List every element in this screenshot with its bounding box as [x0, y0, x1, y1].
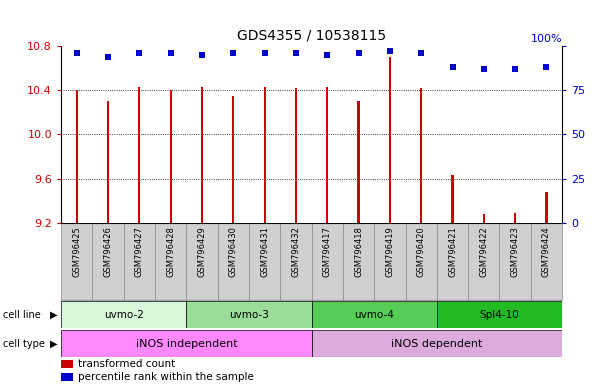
- Bar: [249, 223, 280, 300]
- Text: GSM796430: GSM796430: [229, 227, 238, 277]
- Point: [510, 66, 520, 72]
- Text: GSM796417: GSM796417: [323, 227, 332, 277]
- Text: ▶: ▶: [50, 339, 57, 349]
- Text: ▶: ▶: [50, 310, 57, 320]
- Text: GSM796429: GSM796429: [197, 227, 207, 277]
- Bar: [201, 87, 203, 223]
- Text: uvmo-3: uvmo-3: [229, 310, 269, 320]
- Point: [291, 50, 301, 56]
- Text: cell line: cell line: [3, 310, 41, 320]
- Bar: [546, 192, 547, 223]
- Bar: [107, 101, 109, 223]
- Point: [354, 50, 364, 56]
- Title: GDS4355 / 10538115: GDS4355 / 10538115: [237, 28, 386, 42]
- Point: [72, 50, 82, 56]
- Bar: [170, 90, 172, 223]
- Bar: [280, 223, 312, 300]
- Bar: [61, 373, 73, 381]
- Bar: [61, 223, 92, 300]
- Point: [229, 50, 238, 56]
- Text: Spl4-10: Spl4-10: [480, 310, 519, 320]
- Bar: [312, 330, 562, 357]
- Text: uvmo-4: uvmo-4: [354, 310, 394, 320]
- Bar: [389, 57, 391, 223]
- Bar: [186, 301, 312, 328]
- Point: [103, 54, 113, 60]
- Bar: [452, 175, 453, 223]
- Point: [541, 64, 551, 70]
- Point: [197, 52, 207, 58]
- Bar: [76, 90, 78, 223]
- Text: GSM796428: GSM796428: [166, 227, 175, 277]
- Text: iNOS dependent: iNOS dependent: [391, 339, 483, 349]
- Bar: [468, 223, 500, 300]
- Text: GSM796426: GSM796426: [104, 227, 112, 277]
- Text: GSM796423: GSM796423: [511, 227, 519, 277]
- Bar: [326, 87, 328, 223]
- Bar: [186, 223, 218, 300]
- Text: GSM796419: GSM796419: [386, 227, 394, 277]
- Point: [323, 52, 332, 58]
- Bar: [514, 213, 516, 223]
- Text: GSM796427: GSM796427: [135, 227, 144, 277]
- Bar: [218, 223, 249, 300]
- Text: GSM796421: GSM796421: [448, 227, 457, 277]
- Bar: [312, 223, 343, 300]
- Text: GSM796425: GSM796425: [72, 227, 81, 277]
- Bar: [61, 301, 186, 328]
- Point: [385, 48, 395, 55]
- Text: GSM796431: GSM796431: [260, 227, 269, 277]
- Point: [416, 50, 426, 56]
- Bar: [92, 223, 123, 300]
- Text: uvmo-2: uvmo-2: [104, 310, 144, 320]
- Bar: [374, 223, 406, 300]
- Bar: [263, 87, 266, 223]
- Text: GSM796420: GSM796420: [417, 227, 426, 277]
- Bar: [312, 301, 437, 328]
- Bar: [138, 87, 141, 223]
- Bar: [500, 223, 531, 300]
- Bar: [232, 96, 235, 223]
- Bar: [531, 223, 562, 300]
- Bar: [61, 360, 73, 368]
- Bar: [420, 88, 422, 223]
- Point: [448, 64, 458, 70]
- Text: cell type: cell type: [3, 339, 45, 349]
- Text: GSM796424: GSM796424: [542, 227, 551, 277]
- Bar: [61, 330, 312, 357]
- Bar: [295, 88, 297, 223]
- Text: GSM796422: GSM796422: [480, 227, 488, 277]
- Text: iNOS independent: iNOS independent: [136, 339, 237, 349]
- Point: [134, 50, 144, 56]
- Text: transformed count: transformed count: [78, 359, 175, 369]
- Bar: [155, 223, 186, 300]
- Text: GSM796418: GSM796418: [354, 227, 363, 277]
- Text: GSM796432: GSM796432: [291, 227, 301, 277]
- Bar: [437, 301, 562, 328]
- Text: percentile rank within the sample: percentile rank within the sample: [78, 372, 254, 382]
- Text: 100%: 100%: [530, 34, 562, 44]
- Point: [166, 50, 175, 56]
- Bar: [437, 223, 468, 300]
- Bar: [406, 223, 437, 300]
- Bar: [357, 101, 360, 223]
- Point: [260, 50, 269, 56]
- Bar: [483, 214, 485, 223]
- Bar: [343, 223, 375, 300]
- Point: [479, 66, 489, 72]
- Bar: [123, 223, 155, 300]
